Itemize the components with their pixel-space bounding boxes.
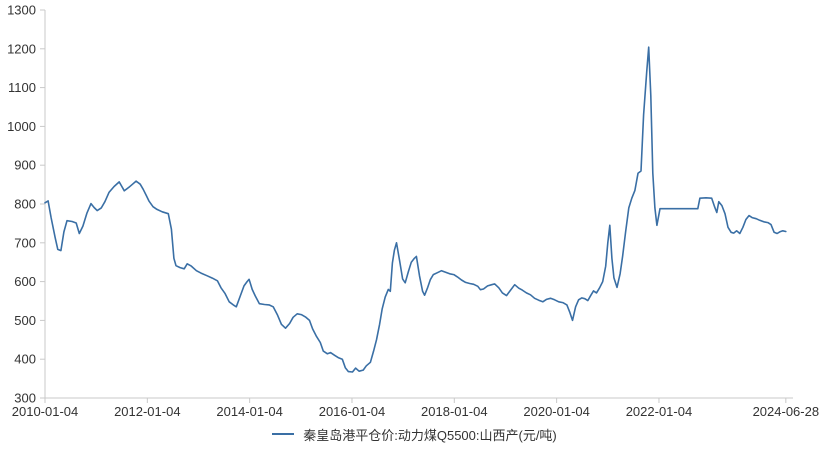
price-series-line	[44, 46, 787, 373]
y-axis-tick-label: 1000	[7, 119, 36, 134]
legend-label: 秦皇岛港平仓价:动力煤Q5500:山西产(元/吨)	[303, 427, 557, 443]
legend-line-icon	[272, 433, 295, 435]
y-axis-tick-label: 700	[14, 235, 36, 250]
x-axis-tick-label: 2010-01-04	[12, 404, 79, 419]
x-axis-tick-label: 2022-01-04	[626, 404, 693, 419]
x-axis-tick-label: 2018-01-04	[421, 404, 488, 419]
x-axis-tick-label: 2020-01-04	[523, 404, 590, 419]
y-axis-tick-label: 1300	[7, 3, 36, 18]
legend: 秦皇岛港平仓价:动力煤Q5500:山西产(元/吨)	[0, 423, 829, 445]
y-axis-tick-label: 600	[14, 274, 36, 289]
x-axis-tick-label: 2024-06-28	[753, 404, 820, 419]
y-axis-tick-label: 500	[14, 313, 36, 328]
y-axis-tick-label: 1200	[7, 41, 36, 56]
x-axis-tick-label: 2014-01-04	[216, 404, 283, 419]
x-axis-tick-label: 2012-01-04	[114, 404, 181, 419]
y-axis-tick-label: 300	[14, 391, 36, 406]
y-axis-tick-label: 900	[14, 158, 36, 173]
x-axis-tick-label: 2016-01-04	[319, 404, 386, 419]
y-axis-tick-label: 1100	[8, 80, 36, 95]
y-axis-tick-label: 400	[14, 352, 36, 367]
y-axis-tick-label: 800	[14, 197, 36, 212]
price-line-chart: 300 400 500 600 700 800 900 1000 1100 1200 1300 201…	[7, 3, 820, 420]
